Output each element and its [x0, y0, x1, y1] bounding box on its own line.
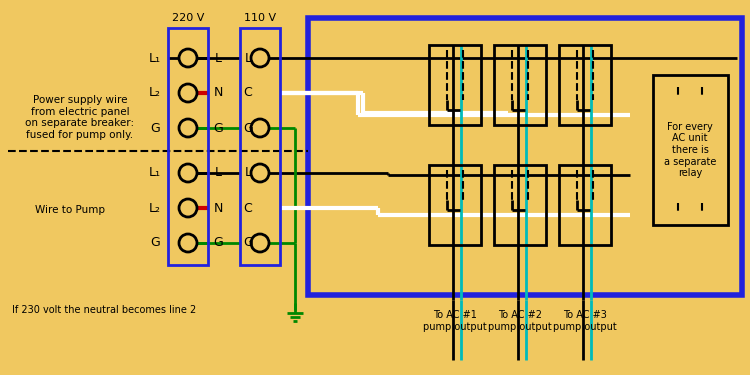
Bar — [653, 75, 728, 225]
Bar — [494, 165, 546, 245]
Text: 220 V: 220 V — [172, 13, 204, 23]
Bar — [429, 45, 481, 125]
Text: Power supply wire
from electric panel
on separate breaker:
fused for pump only.: Power supply wire from electric panel on… — [26, 95, 134, 140]
Text: To AC #3
pump output: To AC #3 pump output — [553, 310, 616, 332]
Bar — [168, 28, 208, 265]
Bar — [429, 165, 481, 245]
Circle shape — [179, 199, 197, 217]
Bar — [559, 165, 611, 245]
Text: G: G — [150, 122, 160, 135]
Text: G: G — [213, 122, 223, 135]
Text: For every
AC unit
there is
a separate
relay: For every AC unit there is a separate re… — [664, 122, 716, 178]
Circle shape — [251, 234, 269, 252]
Text: L₂: L₂ — [149, 87, 161, 99]
Text: L: L — [244, 51, 251, 64]
Text: G: G — [150, 237, 160, 249]
Text: L₁: L₁ — [149, 51, 161, 64]
Text: L₂: L₂ — [149, 201, 161, 214]
Text: 110 V: 110 V — [244, 13, 276, 23]
Text: If 230 volt the neutral becomes line 2: If 230 volt the neutral becomes line 2 — [12, 305, 196, 315]
Text: To AC #1
pump output: To AC #1 pump output — [423, 310, 487, 332]
Text: L₁: L₁ — [149, 166, 161, 180]
Circle shape — [251, 119, 269, 137]
Bar — [494, 45, 546, 125]
Text: N: N — [213, 87, 223, 99]
Text: C: C — [244, 87, 252, 99]
Text: To AC #2
pump output: To AC #2 pump output — [488, 310, 552, 332]
Text: G: G — [213, 237, 223, 249]
Circle shape — [251, 164, 269, 182]
Text: G: G — [243, 237, 253, 249]
Text: N: N — [213, 201, 223, 214]
Bar — [308, 18, 742, 295]
Bar — [559, 45, 611, 125]
Circle shape — [251, 49, 269, 67]
Circle shape — [179, 119, 197, 137]
Text: Wire to Pump: Wire to Pump — [35, 205, 105, 215]
Circle shape — [179, 164, 197, 182]
Text: L: L — [214, 166, 221, 180]
Text: G: G — [243, 122, 253, 135]
Circle shape — [179, 49, 197, 67]
Bar — [240, 28, 280, 265]
Text: L: L — [244, 166, 251, 180]
Text: L: L — [214, 51, 221, 64]
Text: C: C — [244, 201, 252, 214]
Circle shape — [179, 234, 197, 252]
Circle shape — [179, 84, 197, 102]
